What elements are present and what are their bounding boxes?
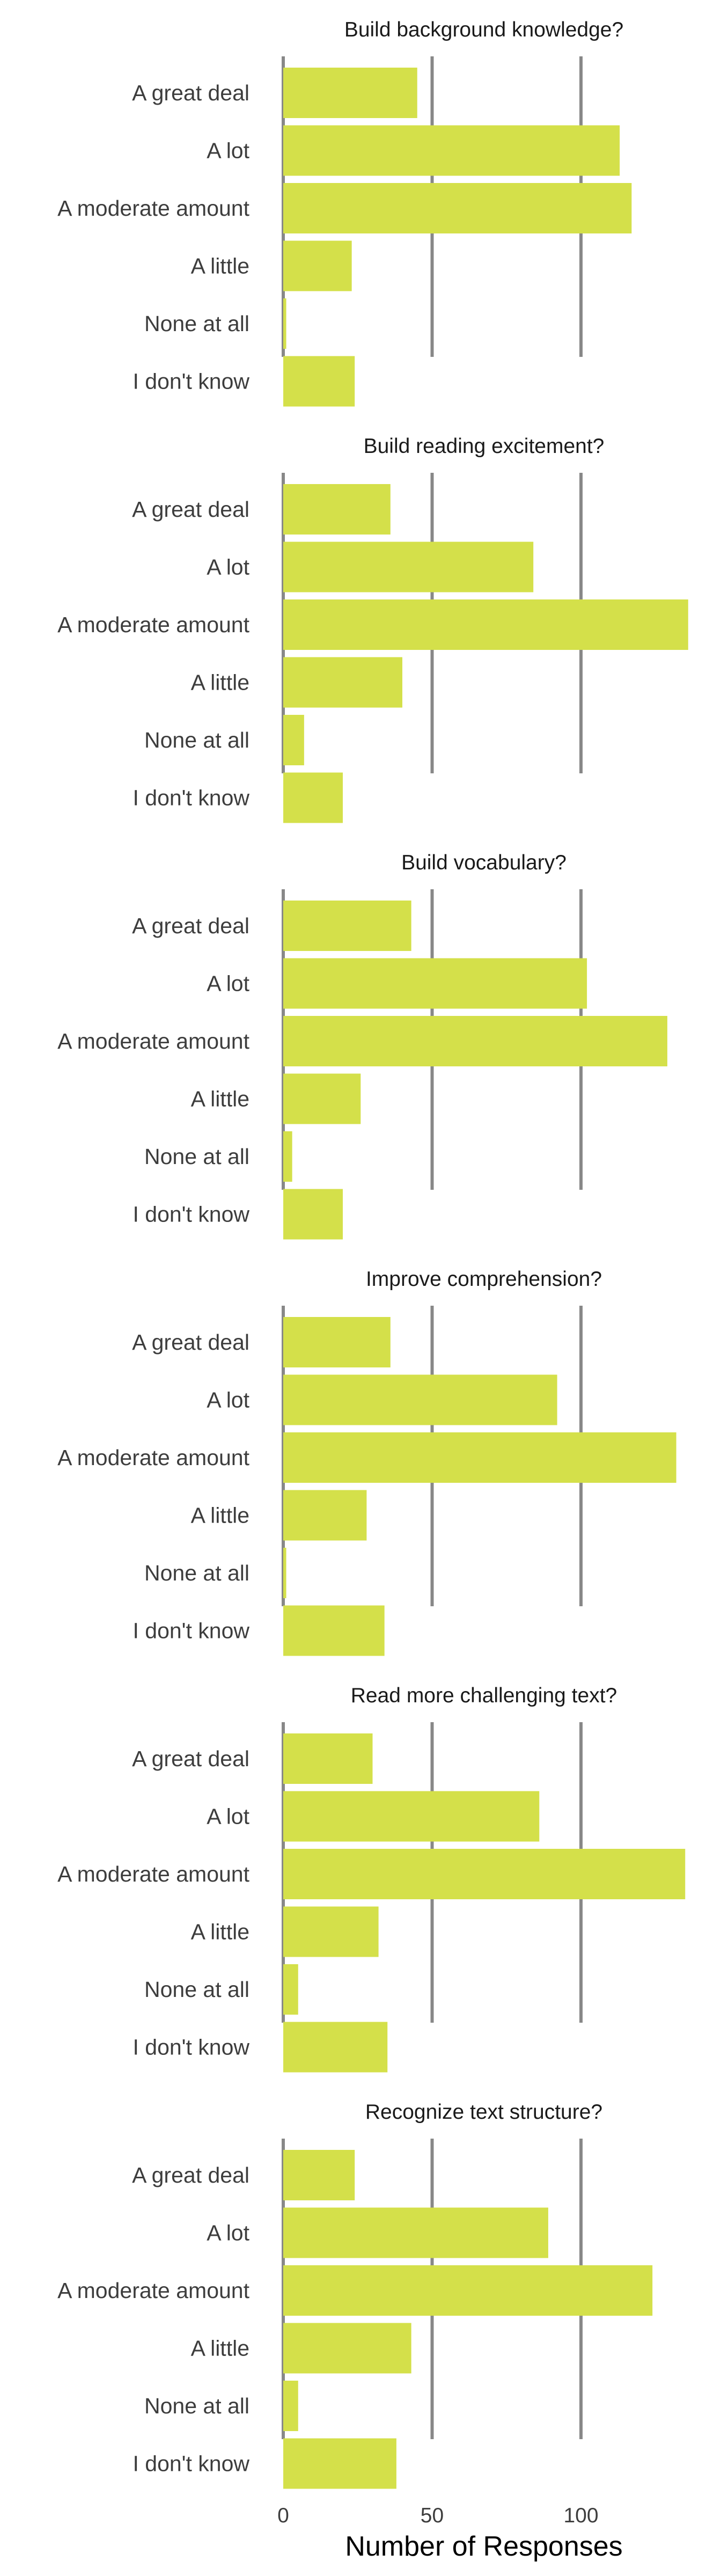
bar-none-at-all xyxy=(283,715,304,765)
bar-a-little xyxy=(283,240,352,291)
bar-i-don-t-know xyxy=(283,2438,396,2489)
category-label: None at all xyxy=(144,1977,249,2002)
panel-read-more-challenging-text: Read more challenging text? A great deal A… xyxy=(57,1684,686,2073)
category-label: A lot xyxy=(207,138,249,163)
bar-a-great-deal xyxy=(283,1733,373,1784)
bar-a-lot xyxy=(283,958,587,1009)
bar-a-moderate-amount xyxy=(283,1016,667,1066)
category-label: A great deal xyxy=(132,1330,249,1355)
bar-a-great-deal xyxy=(283,901,411,951)
bar-a-great-deal xyxy=(283,2150,355,2200)
panel-improve-comprehension: Improve comprehension? A great deal A lot A… xyxy=(57,1268,676,1656)
panel-build-vocabulary: Build vocabulary? A great deal A lot A mode… xyxy=(57,851,667,1240)
x-tick-label: 50 xyxy=(421,2504,444,2527)
x-tick-label: 0 xyxy=(277,2504,289,2527)
category-label: I don't know xyxy=(133,1619,249,1643)
bar-a-great-deal xyxy=(283,484,391,535)
panel-title: Build vocabulary? xyxy=(401,851,566,874)
bar-none-at-all xyxy=(283,1131,292,1182)
x-axis-title: Number of Responses xyxy=(345,2531,622,2562)
panel-build-reading-excitement: Build reading excitement? A great deal A l… xyxy=(57,435,688,823)
bar-a-moderate-amount xyxy=(283,1432,676,1483)
bar-none-at-all xyxy=(283,298,286,349)
panel-title: Recognize text structure? xyxy=(365,2101,602,2124)
category-label: A lot xyxy=(207,2221,249,2245)
category-label: None at all xyxy=(144,311,249,336)
category-label: A little xyxy=(191,1087,249,1111)
bar-a-moderate-amount xyxy=(283,599,688,650)
bar-a-lot xyxy=(283,1374,557,1425)
bar-a-little xyxy=(283,657,402,708)
bar-none-at-all xyxy=(283,1548,286,1598)
bar-a-lot xyxy=(283,125,620,176)
category-label: A little xyxy=(191,1920,249,1944)
bar-i-don-t-know xyxy=(283,2022,388,2073)
category-label: A moderate amount xyxy=(57,1029,249,1053)
category-label: A lot xyxy=(207,971,249,996)
category-label: A great deal xyxy=(132,1746,249,1771)
category-label: None at all xyxy=(144,2394,249,2418)
category-label: A lot xyxy=(207,1388,249,1413)
category-label: I don't know xyxy=(133,786,249,810)
category-label: A little xyxy=(191,670,249,695)
bar-a-little xyxy=(283,1490,367,1541)
panel-title: Improve comprehension? xyxy=(366,1268,602,1291)
category-label: A moderate amount xyxy=(57,1862,249,1886)
category-label: I don't know xyxy=(133,2451,249,2476)
category-label: A lot xyxy=(207,1804,249,1829)
category-label: A little xyxy=(191,254,249,279)
bar-a-lot xyxy=(283,541,534,592)
bar-i-don-t-know xyxy=(283,1189,343,1240)
category-label: A great deal xyxy=(132,80,249,105)
bar-none-at-all xyxy=(283,2381,298,2431)
bar-i-don-t-know xyxy=(283,772,343,823)
category-label: I don't know xyxy=(133,2035,249,2060)
category-label: A lot xyxy=(207,555,249,580)
bar-i-don-t-know xyxy=(283,1605,385,1656)
bar-a-little xyxy=(283,1073,361,1124)
bar-a-great-deal xyxy=(283,68,417,118)
panel-title: Read more challenging text? xyxy=(351,1684,617,1707)
bar-a-little xyxy=(283,1906,379,1957)
bar-a-moderate-amount xyxy=(283,2265,653,2316)
bar-a-great-deal xyxy=(283,1317,391,1367)
category-label: A little xyxy=(191,2336,249,2361)
category-label: A moderate amount xyxy=(57,1445,249,1470)
category-label: A moderate amount xyxy=(57,612,249,637)
bar-i-don-t-know xyxy=(283,356,355,407)
category-label: None at all xyxy=(144,1561,249,1585)
panel-title: Build reading excitement? xyxy=(364,435,605,458)
panel-title: Build background knowledge? xyxy=(344,18,623,41)
category-label: A moderate amount xyxy=(57,196,249,221)
panel-recognize-text-structure: Recognize text structure? A great deal A l… xyxy=(57,2101,653,2489)
chart-panels: Build background knowledge? A great deal A… xyxy=(57,18,688,2489)
bar-a-moderate-amount xyxy=(283,183,632,233)
x-axis: 0 50 100 xyxy=(277,2504,598,2527)
x-tick-label: 100 xyxy=(563,2504,598,2527)
category-label: A little xyxy=(191,1503,249,1528)
category-label: A great deal xyxy=(132,2163,249,2187)
bar-a-moderate-amount xyxy=(283,1849,686,1899)
category-label: A great deal xyxy=(132,497,249,522)
category-label: None at all xyxy=(144,728,249,752)
panel-build-background-knowledge: Build background knowledge? A great deal A… xyxy=(57,18,632,407)
category-label: I don't know xyxy=(133,369,249,394)
bar-a-lot xyxy=(283,1791,540,1842)
bar-a-little xyxy=(283,2323,411,2374)
category-label: A great deal xyxy=(132,913,249,938)
bar-none-at-all xyxy=(283,1964,298,2015)
category-label: I don't know xyxy=(133,1202,249,1227)
category-label: None at all xyxy=(144,1144,249,1169)
bar-a-lot xyxy=(283,2207,548,2258)
category-label: A moderate amount xyxy=(57,2278,249,2303)
